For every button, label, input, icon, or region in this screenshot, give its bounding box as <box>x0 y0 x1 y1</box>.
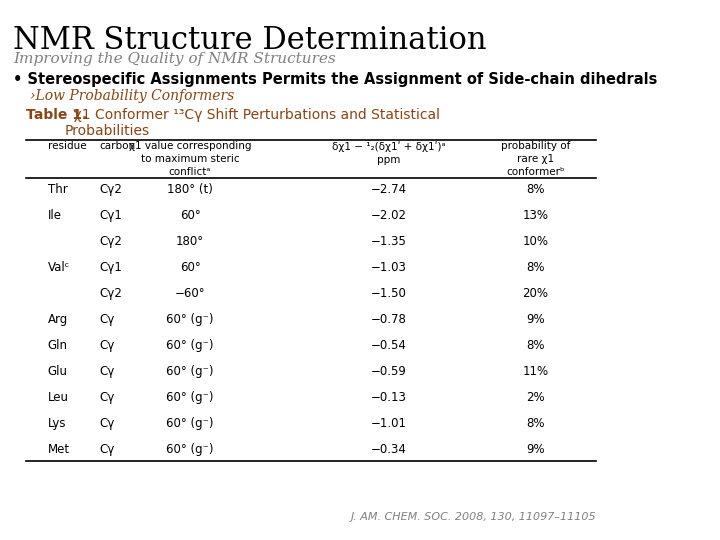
Text: 2%: 2% <box>526 391 545 404</box>
Text: Glu: Glu <box>48 365 68 378</box>
Text: Cγ2: Cγ2 <box>99 235 122 248</box>
Text: 60° (g⁻): 60° (g⁻) <box>166 339 214 352</box>
Text: −2.74: −2.74 <box>371 183 407 196</box>
Text: Table 1.: Table 1. <box>26 108 87 122</box>
Text: −2.02: −2.02 <box>371 209 407 222</box>
Text: 20%: 20% <box>523 287 549 300</box>
Text: 60° (g⁻): 60° (g⁻) <box>166 417 214 430</box>
Text: carbon: carbon <box>99 141 135 151</box>
Text: Cγ: Cγ <box>99 443 114 456</box>
Text: Improving the Quality of NMR Structures: Improving the Quality of NMR Structures <box>13 52 336 66</box>
Text: residue: residue <box>48 141 86 151</box>
Text: χ1 value corresponding
to maximum steric
conflictᵃ: χ1 value corresponding to maximum steric… <box>129 141 251 178</box>
Text: 8%: 8% <box>526 339 545 352</box>
Text: χ1 Conformer ¹³Cγ Shift Perturbations and Statistical
Probabilities: χ1 Conformer ¹³Cγ Shift Perturbations an… <box>65 108 440 138</box>
Text: −0.13: −0.13 <box>371 391 407 404</box>
Text: −60°: −60° <box>175 287 205 300</box>
Text: 8%: 8% <box>526 183 545 196</box>
Text: Cγ2: Cγ2 <box>99 287 122 300</box>
Text: −1.35: −1.35 <box>371 235 407 248</box>
Text: Cγ: Cγ <box>99 417 114 430</box>
Text: 8%: 8% <box>526 417 545 430</box>
Text: −0.34: −0.34 <box>371 443 407 456</box>
Text: Met: Met <box>48 443 70 456</box>
Text: −0.78: −0.78 <box>371 313 407 326</box>
Text: 9%: 9% <box>526 443 545 456</box>
Text: 180°: 180° <box>176 235 204 248</box>
Text: NMR Structure Determination: NMR Structure Determination <box>13 25 487 56</box>
Text: Cγ: Cγ <box>99 391 114 404</box>
Text: 60° (g⁻): 60° (g⁻) <box>166 313 214 326</box>
Text: 60° (g⁻): 60° (g⁻) <box>166 365 214 378</box>
Text: 180° (t): 180° (t) <box>167 183 213 196</box>
Text: Cγ2: Cγ2 <box>99 183 122 196</box>
Text: Leu: Leu <box>48 391 68 404</box>
Text: Cγ1: Cγ1 <box>99 209 122 222</box>
Text: Arg: Arg <box>48 313 68 326</box>
Text: −1.01: −1.01 <box>371 417 407 430</box>
Text: −1.50: −1.50 <box>371 287 407 300</box>
Text: 60°: 60° <box>180 209 200 222</box>
Text: 13%: 13% <box>523 209 549 222</box>
Text: Ile: Ile <box>48 209 61 222</box>
Text: Thr: Thr <box>48 183 67 196</box>
Text: Valᶜ: Valᶜ <box>48 261 70 274</box>
Text: ›Low Probability Conformers: ›Low Probability Conformers <box>30 89 235 103</box>
Text: δχ1 − ¹₂(δχ1ʹ + δχ1ʹ)ᵃ
ppm: δχ1 − ¹₂(δχ1ʹ + δχ1ʹ)ᵃ ppm <box>332 141 446 165</box>
Text: Cγ1: Cγ1 <box>99 261 122 274</box>
Text: probability of
rare χ1
conformerᵇ: probability of rare χ1 conformerᵇ <box>501 141 570 178</box>
Text: Gln: Gln <box>48 339 68 352</box>
Text: 8%: 8% <box>526 261 545 274</box>
Text: 60° (g⁻): 60° (g⁻) <box>166 443 214 456</box>
Text: 60°: 60° <box>180 261 200 274</box>
Text: Cγ: Cγ <box>99 339 114 352</box>
Text: −0.54: −0.54 <box>371 339 407 352</box>
Text: J. AM. CHEM. SOC. 2008, 130, 11097–11105: J. AM. CHEM. SOC. 2008, 130, 11097–11105 <box>351 512 596 522</box>
Text: Cγ: Cγ <box>99 313 114 326</box>
Text: 60° (g⁻): 60° (g⁻) <box>166 391 214 404</box>
Text: Cγ: Cγ <box>99 365 114 378</box>
Text: −1.03: −1.03 <box>371 261 407 274</box>
Text: Lys: Lys <box>48 417 66 430</box>
Text: −0.59: −0.59 <box>371 365 407 378</box>
Text: 11%: 11% <box>523 365 549 378</box>
Text: • Stereospecific Assignments Permits the Assignment of Side-chain dihedrals: • Stereospecific Assignments Permits the… <box>13 72 657 87</box>
Text: 9%: 9% <box>526 313 545 326</box>
Text: 10%: 10% <box>523 235 549 248</box>
